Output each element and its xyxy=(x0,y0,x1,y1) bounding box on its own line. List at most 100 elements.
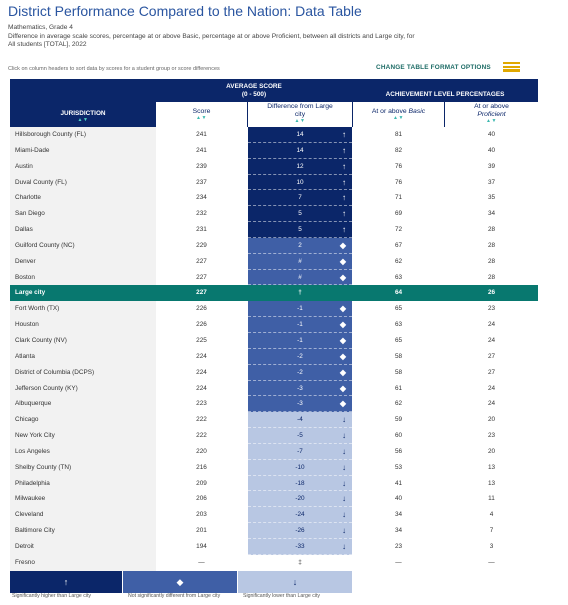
cell-at-or-above-basic: 65 xyxy=(394,305,403,313)
cell-score: 225 xyxy=(196,336,207,344)
subtitle-subject: Mathematics, Grade 4 xyxy=(8,24,73,31)
cell-at-or-above-basic: 53 xyxy=(394,463,403,471)
cell-at-or-above-basic: 62 xyxy=(394,400,403,408)
header-difference[interactable]: Difference from Large city ▲▼ xyxy=(248,102,352,127)
cell-at-or-above-proficient: 27 xyxy=(487,352,496,360)
cell-score: 206 xyxy=(196,495,207,503)
cell-difference: # ◆ xyxy=(248,253,352,270)
cell-difference: 7 ↑ xyxy=(248,190,352,207)
cell-jurisdiction: Clark County (NV) xyxy=(10,332,156,349)
cell-at-or-above-proficient: 39 xyxy=(487,162,496,170)
cell-difference: -1 ◆ xyxy=(248,317,352,333)
cell-difference: 2 ◆ xyxy=(248,237,352,254)
cell-score: 234 xyxy=(196,194,207,202)
cell-score: 241 xyxy=(196,146,207,154)
cell-difference: -2 ◆ xyxy=(248,348,352,365)
arrow-up-icon: ↑ xyxy=(342,193,346,203)
cell-at-or-above-proficient: — xyxy=(488,558,495,566)
cell-at-or-above-basic: 82 xyxy=(394,146,403,154)
cell-at-or-above-proficient: 7 xyxy=(489,527,494,535)
table-header: JURISDICTION ▲▼ AVERAGE SCORE (0 - 500) … xyxy=(10,79,538,127)
cell-jurisdiction: Austin xyxy=(10,158,156,175)
cell-at-or-above-proficient: 24 xyxy=(487,384,496,392)
table-row: Houston 226 -1 ◆ 63 24 xyxy=(10,317,538,333)
header-achievement-group: ACHIEVEMENT LEVEL PERCENTAGES xyxy=(385,91,505,98)
cell-score: 201 xyxy=(196,527,207,535)
cell-at-or-above-proficient: 24 xyxy=(487,321,496,329)
cell-score: 203 xyxy=(196,511,207,519)
cell-jurisdiction: Baltimore City xyxy=(10,523,156,539)
cell-jurisdiction: Duval County (FL) xyxy=(10,174,156,191)
cell-score: 216 xyxy=(196,463,207,471)
table-row: New York City 222 -5 ↓ 60 23 xyxy=(10,428,538,444)
table-row: Clark County (NV) 225 -1 ◆ 65 24 xyxy=(10,332,538,349)
cell-at-or-above-basic: 23 xyxy=(394,542,403,550)
cell-jurisdiction: Fresno xyxy=(10,554,156,571)
cell-at-or-above-basic: 60 xyxy=(394,432,403,440)
cell-at-or-above-proficient: 27 xyxy=(487,368,496,376)
sort-hint: Click on column headers to sort data by … xyxy=(8,66,220,72)
table-row: Fort Worth (TX) 226 -1 ◆ 65 23 xyxy=(10,301,538,318)
table-row: Hillsborough County (FL) 241 14 ↑ 81 40 xyxy=(10,127,538,143)
cell-at-or-above-proficient: 13 xyxy=(487,479,496,487)
legend-higher-swatch: ↑ xyxy=(10,571,122,593)
cell-at-or-above-proficient: 11 xyxy=(488,495,495,503)
table-row: Denver 227 # ◆ 62 28 xyxy=(10,253,538,270)
header-at-or-above-basic[interactable]: At or above Basic ▲▼ xyxy=(353,102,444,127)
table-row: Fresno — ‡ — — xyxy=(10,554,538,571)
table-row: Chicago 222 -4 ↓ 59 20 xyxy=(10,412,538,429)
subtitle-group-year: All students [TOTAL], 2022 xyxy=(8,41,87,49)
cell-difference: -3 ◆ xyxy=(248,396,352,413)
arrow-down-icon: ↓ xyxy=(342,494,346,504)
cell-difference: 14 ↑ xyxy=(248,142,352,159)
cell-jurisdiction: San Diego xyxy=(10,206,156,223)
cell-at-or-above-basic: 63 xyxy=(394,321,403,329)
data-table: JURISDICTION ▲▼ AVERAGE SCORE (0 - 500) … xyxy=(10,79,538,571)
arrow-down-icon: ↓ xyxy=(342,526,346,536)
cell-difference: -4 ↓ xyxy=(248,412,352,429)
cell-difference: # ◆ xyxy=(248,269,352,286)
table-row: Miami-Dade 241 14 ↑ 82 40 xyxy=(10,142,538,159)
cell-at-or-above-basic: 59 xyxy=(394,416,403,424)
header-score[interactable]: Score ▲▼ xyxy=(156,102,247,127)
table-row: Cleveland 203 -24 ↓ 34 4 xyxy=(10,507,538,524)
cell-score: 226 xyxy=(196,305,207,313)
page-title: District Performance Compared to the Nat… xyxy=(8,3,362,19)
header-jurisdiction[interactable]: JURISDICTION ▲▼ xyxy=(10,110,156,123)
table-row: Boston 227 # ◆ 63 28 xyxy=(10,269,538,286)
subtitle-description: Difference in average scale scores, perc… xyxy=(8,32,415,40)
cell-at-or-above-proficient: 28 xyxy=(487,257,496,265)
cell-score: — xyxy=(198,558,205,566)
table-row: Milwaukee 206 -20 ↓ 40 11 xyxy=(10,491,538,508)
diamond-icon: ◆ xyxy=(339,351,346,361)
cell-at-or-above-basic: 34 xyxy=(394,527,403,535)
cell-at-or-above-proficient: 37 xyxy=(487,178,496,186)
diamond-icon: ◆ xyxy=(339,399,346,409)
header-at-or-above-proficient[interactable]: At or above Proficient ▲▼ xyxy=(445,102,538,127)
cell-difference: 14 ↑ xyxy=(248,127,352,143)
arrow-down-icon: ↓ xyxy=(342,446,346,456)
cell-at-or-above-basic: 76 xyxy=(394,162,403,170)
cell-score: 224 xyxy=(196,368,207,376)
cell-at-or-above-basic: 67 xyxy=(394,241,403,249)
cell-at-or-above-proficient: 34 xyxy=(487,210,496,218)
cell-at-or-above-proficient: 40 xyxy=(487,146,496,154)
cell-difference: -26 ↓ xyxy=(248,523,352,539)
cell-at-or-above-proficient: 23 xyxy=(487,305,496,313)
cell-jurisdiction: Houston xyxy=(10,317,156,333)
cell-jurisdiction: Philadelphia xyxy=(10,475,156,492)
cell-at-or-above-basic: — xyxy=(395,558,402,566)
cell-at-or-above-proficient: 26 xyxy=(487,289,496,297)
cell-difference: 12 ↑ xyxy=(248,158,352,175)
cell-at-or-above-proficient: 20 xyxy=(487,416,496,424)
arrow-up-icon: ↑ xyxy=(63,577,69,587)
change-table-format-link[interactable]: CHANGE TABLE FORMAT OPTIONS xyxy=(376,64,491,71)
cell-difference: -10 ↓ xyxy=(248,459,352,476)
cell-difference: -3 ◆ xyxy=(248,380,352,397)
cell-jurisdiction: Albuquerque xyxy=(10,396,156,413)
cell-at-or-above-basic: 69 xyxy=(394,210,403,218)
cell-at-or-above-basic: 64 xyxy=(394,289,403,297)
cell-jurisdiction: New York City xyxy=(10,428,156,444)
cell-at-or-above-proficient: 28 xyxy=(487,241,496,249)
table-format-icon[interactable] xyxy=(503,62,520,73)
